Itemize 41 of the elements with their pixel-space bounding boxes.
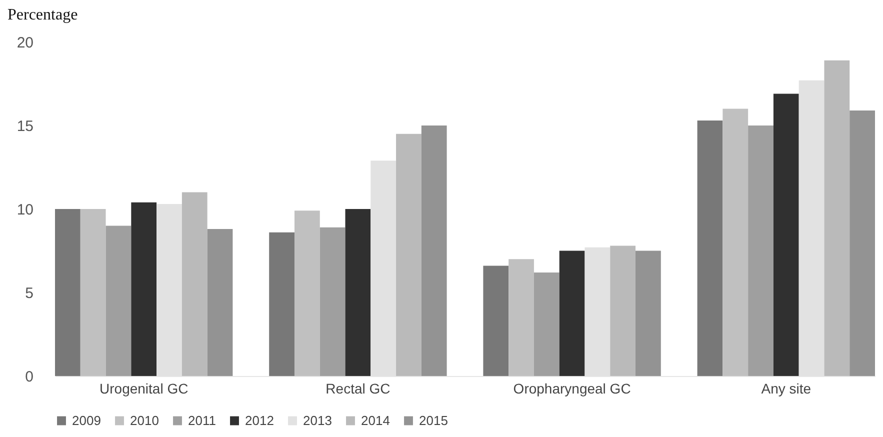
bar — [636, 250, 661, 376]
bar — [269, 232, 294, 376]
y-tick-label: 0 — [25, 368, 34, 386]
bar — [396, 134, 422, 376]
legend-label: 2011 — [188, 412, 216, 428]
bar — [182, 192, 208, 376]
bar — [824, 60, 850, 376]
bar — [483, 266, 509, 376]
bar — [55, 209, 80, 376]
bar — [421, 126, 447, 376]
bar — [207, 229, 233, 376]
bar — [559, 250, 585, 376]
legend-label: 2010 — [130, 412, 159, 428]
bar — [508, 259, 534, 376]
x-tick-label: Urogenital GC — [100, 380, 188, 396]
y-tick-label: 5 — [25, 285, 34, 302]
legend-label: 2009 — [72, 412, 101, 428]
bar — [534, 272, 560, 376]
bar — [722, 108, 748, 376]
y-tick-label: 15 — [16, 118, 34, 135]
bar — [345, 209, 371, 376]
y-tick-label: 20 — [16, 34, 34, 52]
bar — [320, 227, 346, 376]
x-tick-label: Any site — [761, 380, 812, 396]
legend-label: 2014 — [361, 412, 390, 428]
bar — [294, 210, 320, 376]
bar — [697, 120, 723, 376]
bar — [748, 126, 774, 376]
y-tick-label: 10 — [16, 202, 34, 218]
bar — [80, 209, 106, 376]
legend-label: 2015 — [419, 412, 448, 428]
y-axis-title: Percentage — [8, 6, 78, 24]
bar — [773, 94, 799, 376]
x-tick-label: Oropharyngeal GC — [513, 380, 631, 396]
bar — [106, 226, 132, 376]
x-tick-label: Rectal GC — [326, 380, 390, 396]
legend-label: 2013 — [303, 412, 332, 428]
legend-label: 2012 — [245, 412, 274, 428]
bar — [131, 202, 157, 376]
bar — [850, 110, 875, 376]
bar — [610, 246, 636, 376]
